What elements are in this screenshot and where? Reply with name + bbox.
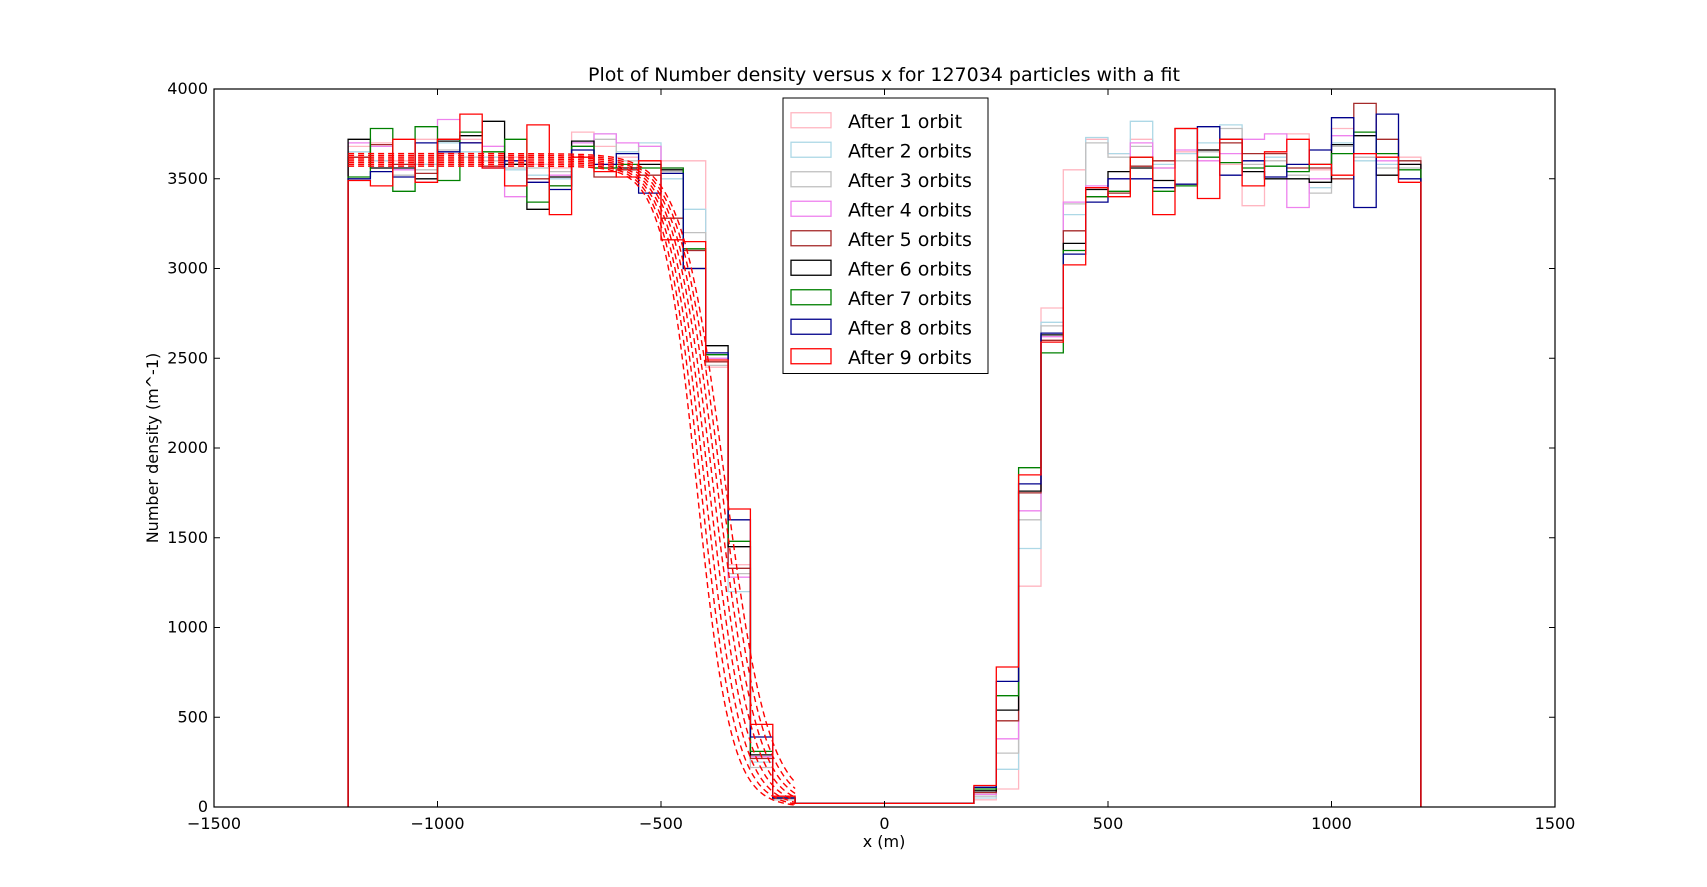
legend-swatch <box>790 318 832 335</box>
legend-swatch <box>790 348 832 365</box>
legend-swatch <box>790 112 832 129</box>
legend-label: After 6 orbits <box>848 258 972 280</box>
y-tick-label: 3500 <box>167 169 208 188</box>
fit-curve-3 <box>348 161 796 804</box>
legend-swatch <box>790 259 832 276</box>
legend-swatch <box>790 171 832 188</box>
legend-label: After 1 orbit <box>848 111 962 133</box>
x-tick-label: 1500 <box>1535 814 1576 833</box>
x-tick-label: −1000 <box>410 814 464 833</box>
x-axis-label: x (m) <box>863 832 906 851</box>
legend-swatch <box>790 141 832 158</box>
fit-curve-7 <box>348 154 796 790</box>
fit-curve-2 <box>348 163 796 805</box>
y-tick-label: 4000 <box>167 79 208 98</box>
fit-curve-4 <box>348 160 796 801</box>
x-tick-label: 500 <box>1093 814 1124 833</box>
y-tick-label: 2000 <box>167 438 208 457</box>
chart-title: Plot of Number density versus x for 1270… <box>588 64 1180 86</box>
legend-label: After 7 orbits <box>848 288 972 310</box>
legend-box <box>782 97 989 374</box>
y-tick-label: 3000 <box>167 259 208 278</box>
legend-swatch <box>790 200 832 217</box>
legend-label: After 2 orbits <box>848 140 972 162</box>
fit-curves <box>348 152 796 806</box>
legend-label: After 4 orbits <box>848 199 972 221</box>
y-axis-label: Number density (m^-1) <box>143 353 162 544</box>
y-tick-label: 500 <box>177 707 208 726</box>
legend-swatch <box>790 289 832 306</box>
legend-label: After 5 orbits <box>848 229 972 251</box>
y-tick-label: 1000 <box>167 618 208 637</box>
y-tick-label: 1500 <box>167 528 208 547</box>
x-tick-label: 1000 <box>1311 814 1352 833</box>
fit-curve-5 <box>348 158 796 798</box>
legend-label: After 3 orbits <box>848 170 972 192</box>
y-tick-label: 0 <box>198 797 208 816</box>
x-tick-label: −500 <box>639 814 683 833</box>
fit-curve-8 <box>348 152 796 783</box>
x-axis-ticks: −1500 −1000 −500 0 500 1000 1500 <box>187 89 1575 833</box>
y-tick-label: 2500 <box>167 348 208 367</box>
y-axis-ticks: 0 500 1000 1500 2000 2500 3000 3500 4000 <box>167 79 1555 816</box>
fit-curve-1 <box>348 165 796 806</box>
x-tick-label: 0 <box>879 814 889 833</box>
legend-label: After 8 orbits <box>848 317 972 339</box>
legend-label: After 9 orbits <box>848 347 972 369</box>
legend-swatch <box>790 230 832 247</box>
x-tick-label: −1500 <box>187 814 241 833</box>
fit-curve-6 <box>348 156 796 794</box>
legend: After 1 orbit After 2 orbits After 3 orbit… <box>782 97 989 374</box>
